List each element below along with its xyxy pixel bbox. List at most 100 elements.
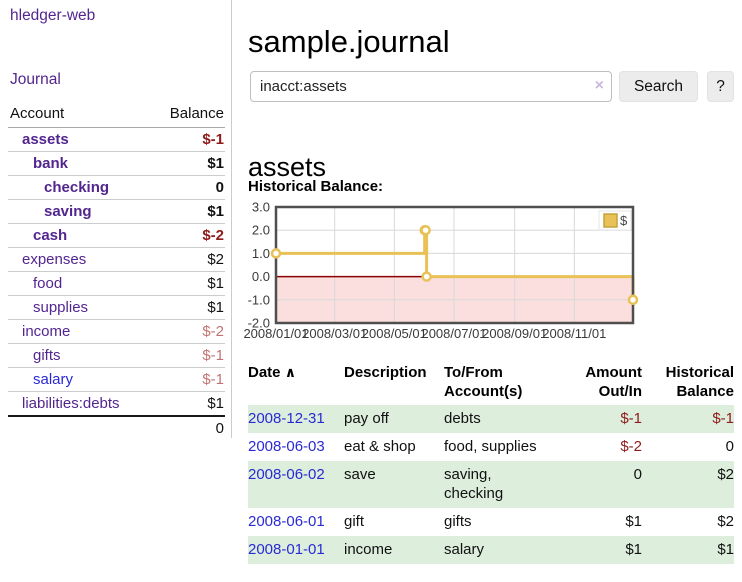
sidebar-account-liabilities-debts[interactable]: liabilities:debts [22,394,120,412]
sidebar-account-saving[interactable]: saving [44,202,92,220]
transaction-description: save [344,461,444,508]
register-row: 2008-12-31 pay off debts $-1 $-1 [248,405,734,433]
account-row: expenses $2 [8,247,225,272]
transaction-amount: 0 [554,461,642,508]
transaction-description: pay off [344,405,444,433]
transaction-description: income [344,536,444,564]
register-row: 2008-06-02 save saving, checking 0 $2 [248,461,734,508]
clear-search-icon[interactable]: × [594,77,604,94]
account-balance: $1 [148,295,225,320]
account-row: saving $1 [8,199,225,224]
svg-text:2008/01/01: 2008/01/01 [243,326,308,341]
account-row: assets $-1 [8,127,225,152]
account-row: cash $-2 [8,223,225,248]
register-row: 2008-06-01 gift gifts $1 $2 [248,508,734,536]
register-row: 2008-06-03 eat & shop food, supplies $-2… [248,433,734,461]
account-row: supplies $1 [8,295,225,320]
date-column-header[interactable]: Date ∧ [248,363,344,405]
sidebar-account-cash[interactable]: cash [33,226,68,244]
transaction-date-link[interactable]: 2008-06-01 [248,513,325,530]
sidebar-account-food[interactable]: food [33,274,63,292]
svg-text:$: $ [620,213,628,228]
brand-link[interactable]: hledger-web [10,7,96,24]
account-balance: $1 [148,151,225,176]
sidebar-account-gifts[interactable]: gifts [33,346,61,364]
account-row: food $1 [8,271,225,296]
register-table: Date ∧ Description To/From Account(s) Am… [248,363,734,564]
transaction-date-link[interactable]: 2008-01-01 [248,541,325,558]
svg-text:3.0: 3.0 [252,201,270,215]
sidebar-account-salary[interactable]: salary [33,370,74,388]
account-balance: 0 [148,175,225,200]
transaction-amount: $-1 [554,405,642,433]
nav-journal-link[interactable]: Journal [10,71,61,88]
account-row: income $-2 [8,319,225,344]
sidebar-account-assets[interactable]: assets [22,130,69,148]
svg-text:2008/11/01: 2008/11/01 [542,326,606,341]
account-balance: $2 [148,247,225,272]
register-row: 2008-01-01 income salary $1 $1 [248,536,734,564]
description-column-header: Description [344,364,427,381]
account-balance: $1 [148,391,225,417]
transaction-amount: $1 [625,513,642,530]
transaction-amount: $1 [554,536,642,564]
svg-text:2008/05/01: 2008/05/01 [362,326,427,341]
transaction-accounts: gifts [444,513,472,530]
accounts-balance-table: Account Balance assets $-1 bank $1 check… [8,103,225,441]
search-input[interactable] [250,71,612,102]
account-balance: $-1 [148,127,225,152]
help-button[interactable]: ? [707,71,734,102]
account-balance: $1 [148,271,225,296]
account-row: liabilities:debts $1 [8,391,225,417]
register-header-row: Date ∧ Description To/From Account(s) Am… [248,363,734,405]
svg-text:2008/09/01: 2008/09/01 [482,326,547,341]
account-row: checking 0 [8,175,225,200]
sidebar-account-expenses[interactable]: expenses [22,250,87,268]
transaction-date-link[interactable]: 2008-06-03 [248,438,325,455]
transaction-date-link[interactable]: 2008-12-31 [248,410,325,427]
sort-ascending-icon: ∧ [284,364,297,380]
account-balance: $-1 [148,367,225,392]
account-balance: $1 [148,199,225,224]
accounts-column-header: To/From Account(s) [444,364,523,400]
transaction-balance: $2 [717,513,734,530]
transaction-balance: $1 [642,536,734,564]
svg-text:-2.0: -2.0 [248,316,270,331]
transaction-description: gift [344,513,365,530]
sidebar-account-bank[interactable]: bank [33,154,69,172]
transaction-amount: $-2 [620,438,642,455]
account-balance: $-2 [148,223,225,248]
svg-text:1.0: 1.0 [252,246,270,261]
transaction-balance: $-1 [642,405,734,433]
search-button[interactable]: Search [619,71,698,102]
account-row: gifts $-1 [8,343,225,368]
account-balance: $-1 [148,343,225,368]
historical-balance-chart: 3.0 2.0 1.0 0.0 -1.0 -2.02008/01/012008/03/01… [243,200,639,341]
svg-text:2008/07/01: 2008/07/01 [421,326,486,341]
transaction-description: eat & shop [344,438,416,455]
search-bar: × Search ? [250,71,734,102]
svg-text:2.0: 2.0 [252,223,270,238]
transaction-accounts: food, supplies [444,438,537,455]
account-heading: assets [248,152,327,183]
sidebar-account-checking[interactable]: checking [44,178,110,196]
transaction-balance: $2 [642,461,734,508]
page-title: sample.journal [248,23,450,59]
svg-text:0.0: 0.0 [252,269,270,284]
svg-text:-1.0: -1.0 [248,292,270,307]
total-balance: 0 [215,420,224,437]
balance-column-header: Balance [148,103,225,128]
sidebar-account-supplies[interactable]: supplies [33,298,89,316]
total-row: 0 [8,416,225,441]
svg-text:2008/03/01: 2008/03/01 [302,326,367,341]
historical-balance-label: Historical Balance: [248,178,384,195]
account-row: bank $1 [8,151,225,176]
date-header-label: Date [248,364,281,381]
transaction-balance: 0 [725,438,734,455]
transaction-date-link[interactable]: 2008-06-02 [248,466,325,483]
transaction-accounts: salary [444,536,554,564]
sidebar-account-income[interactable]: income [22,322,71,340]
sidebar: hledger-web Journal Account Balance asse… [0,0,232,438]
balance-column-header: Historical Balance [665,364,734,400]
account-balance: $-2 [148,319,225,344]
